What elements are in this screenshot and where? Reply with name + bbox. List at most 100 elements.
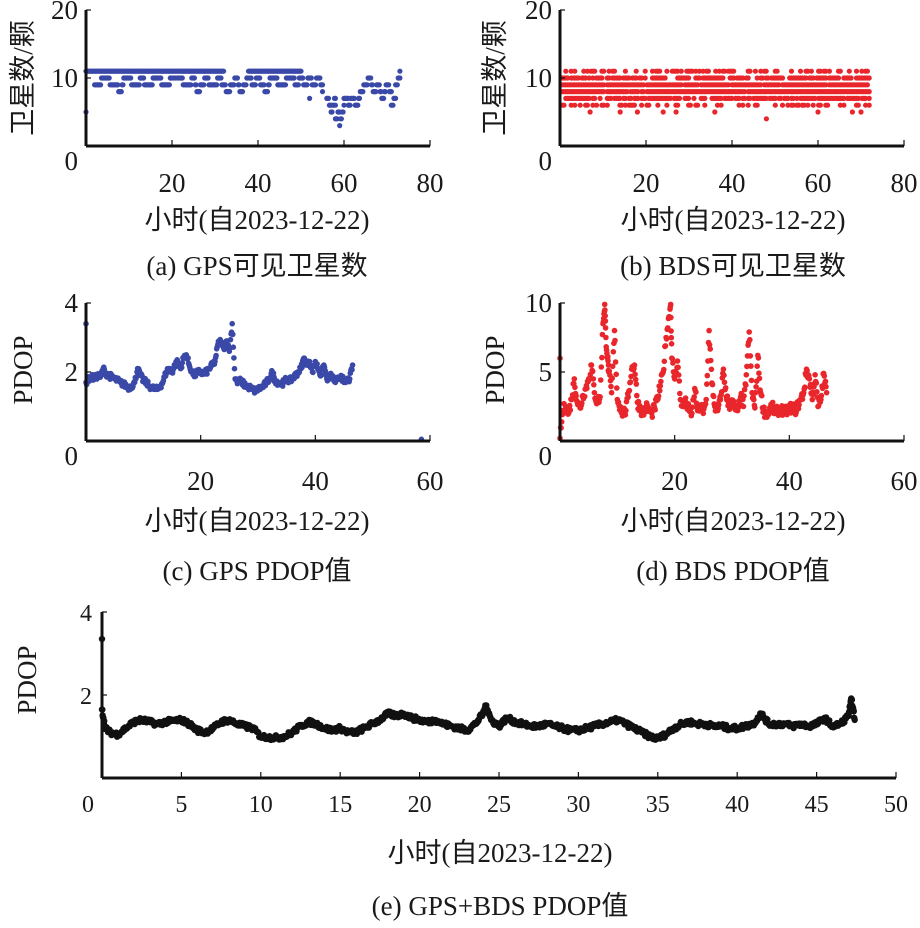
data-point bbox=[815, 109, 821, 115]
data-point bbox=[706, 342, 713, 348]
data-point bbox=[572, 68, 578, 74]
data-point bbox=[708, 366, 715, 373]
data-point bbox=[608, 95, 614, 101]
data-point bbox=[776, 82, 782, 88]
data-point bbox=[759, 392, 765, 399]
data-point bbox=[631, 102, 638, 108]
data-point bbox=[769, 399, 776, 406]
data-point bbox=[356, 95, 363, 101]
data-point bbox=[814, 389, 820, 395]
data-point bbox=[696, 75, 703, 81]
data-point bbox=[696, 68, 703, 74]
x-tick-label: 30 bbox=[566, 792, 590, 818]
data-point bbox=[691, 394, 697, 400]
data-point bbox=[633, 75, 639, 81]
data-point bbox=[609, 363, 616, 370]
data-point bbox=[649, 414, 656, 420]
y-tick-label: 0 bbox=[65, 146, 79, 176]
data-point bbox=[702, 401, 709, 407]
panel-d-points bbox=[557, 301, 830, 442]
data-point bbox=[593, 102, 600, 108]
data-point bbox=[744, 363, 750, 370]
data-point bbox=[581, 68, 587, 74]
data-point bbox=[257, 75, 263, 81]
data-point bbox=[605, 358, 611, 364]
data-point bbox=[179, 75, 185, 81]
data-point bbox=[739, 402, 746, 409]
data-point bbox=[813, 380, 820, 386]
data-point bbox=[565, 75, 571, 81]
panel-a-ylabel: 卫星数/颗 bbox=[8, 20, 38, 136]
data-point bbox=[575, 75, 582, 81]
data-point bbox=[120, 82, 126, 88]
x-tick-label: 60 bbox=[417, 466, 444, 496]
panel-a-gps-satellites: 20 40 60 80 0 10 20 卫星数/颗 小时(自2023-12-22) (a) … bbox=[8, 0, 444, 281]
data-point bbox=[204, 371, 210, 377]
data-point bbox=[729, 95, 735, 101]
data-point bbox=[700, 68, 706, 74]
data-point bbox=[230, 344, 237, 351]
data-point bbox=[617, 109, 623, 115]
data-point bbox=[687, 102, 694, 108]
data-point bbox=[274, 75, 280, 81]
data-point bbox=[704, 372, 711, 379]
data-point bbox=[227, 336, 234, 343]
data-point bbox=[319, 82, 325, 88]
data-point bbox=[662, 343, 669, 349]
data-point bbox=[382, 89, 388, 95]
data-point bbox=[796, 402, 802, 408]
data-point bbox=[193, 82, 199, 88]
data-point bbox=[668, 328, 674, 334]
data-point bbox=[674, 358, 681, 364]
data-point bbox=[756, 370, 762, 377]
data-point bbox=[571, 376, 578, 382]
data-point bbox=[191, 75, 197, 81]
data-point bbox=[179, 359, 186, 366]
data-point bbox=[635, 89, 641, 95]
data-point bbox=[586, 75, 592, 81]
data-point bbox=[800, 392, 806, 398]
data-point bbox=[231, 355, 237, 361]
data-point bbox=[649, 68, 656, 74]
data-point bbox=[639, 75, 645, 81]
data-point bbox=[736, 95, 742, 101]
data-point bbox=[866, 89, 872, 95]
data-point bbox=[612, 359, 619, 365]
data-point bbox=[561, 400, 567, 407]
data-point bbox=[631, 365, 637, 372]
x-tick-label: 20 bbox=[633, 168, 660, 198]
data-point bbox=[261, 82, 267, 88]
data-point bbox=[745, 102, 751, 108]
data-point bbox=[313, 82, 319, 88]
panel-a-ticks: 20 40 60 80 0 10 20 bbox=[51, 0, 444, 198]
data-point bbox=[704, 381, 710, 387]
data-point bbox=[642, 75, 648, 81]
data-point bbox=[351, 95, 357, 101]
data-point bbox=[381, 95, 387, 101]
data-point bbox=[772, 95, 778, 101]
panel-b-bds-satellites: 20 40 60 80 0 10 20 卫星数/颗 小时(自2023-12-22) (b) … bbox=[480, 0, 918, 281]
data-point bbox=[318, 372, 325, 378]
data-point bbox=[213, 352, 219, 359]
data-point bbox=[592, 68, 598, 74]
data-point bbox=[360, 89, 366, 95]
data-point bbox=[617, 95, 623, 101]
data-point bbox=[863, 95, 869, 101]
data-point bbox=[851, 715, 858, 722]
data-point bbox=[626, 75, 632, 81]
panel-c-ylabel: PDOP bbox=[8, 335, 38, 404]
data-point bbox=[136, 82, 142, 88]
data-point bbox=[678, 68, 684, 74]
data-point bbox=[587, 109, 593, 115]
data-point bbox=[855, 95, 861, 101]
data-point bbox=[239, 89, 246, 95]
data-point bbox=[376, 82, 382, 88]
data-point bbox=[128, 75, 134, 81]
y-tick-label: 20 bbox=[525, 0, 552, 25]
data-point bbox=[201, 82, 207, 88]
x-tick-label: 20 bbox=[187, 466, 214, 496]
data-point bbox=[613, 371, 619, 378]
data-point bbox=[705, 68, 712, 74]
data-point bbox=[709, 381, 716, 388]
y-tick-label: 20 bbox=[51, 0, 78, 25]
